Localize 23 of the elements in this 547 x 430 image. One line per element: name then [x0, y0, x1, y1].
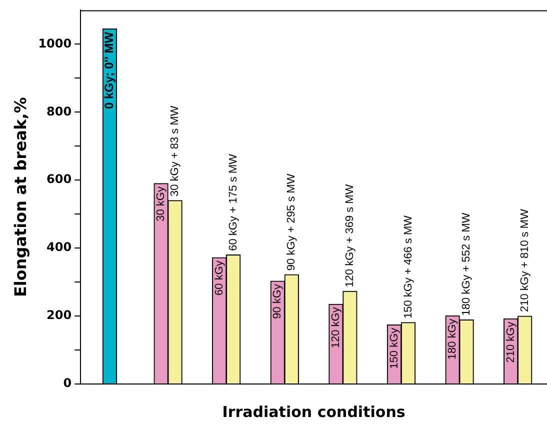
annotation: 0 kGy; 0'' MW	[102, 31, 116, 109]
annotation: 120 kGy + 369 s MW	[344, 184, 356, 288]
x-axis-title: Irradiation conditions	[222, 402, 406, 421]
annotation: 90 kGy + 295 s MW	[286, 173, 298, 271]
annotation: 210 kGy	[504, 321, 517, 363]
y-tick-label: 200	[46, 308, 72, 322]
annotation: 150 kGy	[388, 327, 400, 369]
y-tick-label: 1000	[38, 36, 72, 50]
annotation: 90 kGy	[272, 284, 284, 319]
annotation: 120 kGy	[330, 306, 342, 348]
annotation: 180 kGy	[446, 318, 459, 360]
y-tick-label: 0	[63, 376, 72, 390]
annotation: 60 kGy	[213, 260, 226, 296]
annotation: 180 kGy + 552 s MW	[460, 212, 473, 316]
annotation: 210 kGy + 810 s MW	[518, 208, 531, 312]
annotation: 30 kGy	[155, 186, 168, 222]
y-axis-title: Elongation at break,%	[10, 97, 30, 298]
annotation: 150 kGy + 466 s MW	[402, 214, 414, 318]
y-tick-label: 400	[46, 240, 72, 254]
y-tick-label: 600	[46, 172, 72, 186]
y-tick-label: 800	[46, 104, 72, 118]
annotation: 60 kGy + 175 s MW	[227, 153, 240, 251]
annotation: 30 kGy + 83 s MW	[169, 105, 182, 196]
